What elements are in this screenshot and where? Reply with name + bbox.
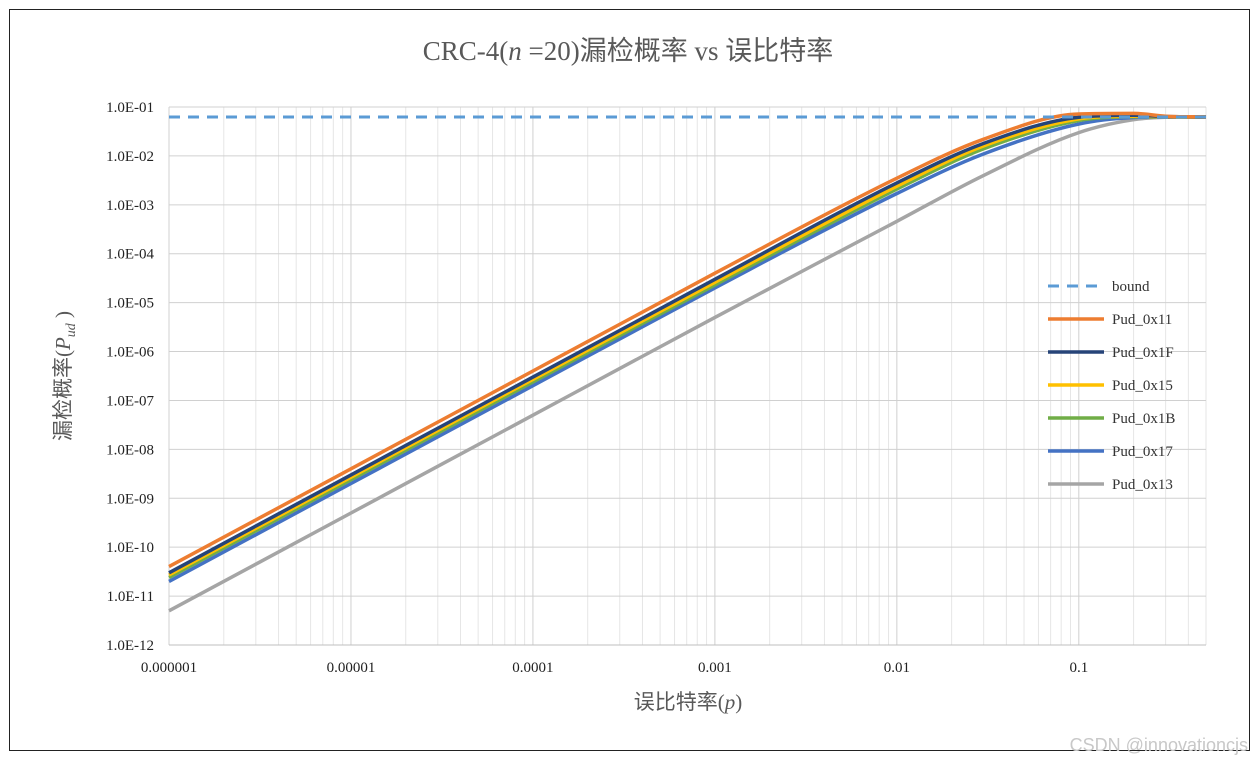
series-line-pud-0x1f	[168, 113, 1207, 575]
y-tick-label: 1.0E-04	[106, 247, 154, 263]
y-tick-label: 1.0E-08	[106, 442, 154, 458]
x-tick-label: 0.001	[698, 660, 732, 676]
y-tick-label: 1.0E-07	[106, 393, 154, 409]
legend-label: Pud_0x17	[1112, 444, 1173, 460]
y-tick-label: 1.0E-01	[106, 100, 154, 116]
x-tick-label: 0.000001	[141, 660, 197, 676]
legend-label: Pud_0x15	[1112, 378, 1173, 394]
legend-label: bound	[1112, 279, 1150, 295]
legend-label: Pud_0x13	[1112, 477, 1173, 493]
grid	[168, 106, 1207, 646]
y-tick-label: 1.0E-12	[106, 638, 154, 654]
y-tick-label: 1.0E-05	[106, 296, 154, 312]
series-layer	[168, 111, 1207, 613]
series-line-pud-0x11	[168, 111, 1207, 569]
x-tick-label: 0.1	[1069, 660, 1088, 676]
y-tick-label: 1.0E-10	[106, 540, 154, 556]
legend-label: Pud_0x1F	[1112, 345, 1174, 361]
y-tick-label: 1.0E-02	[106, 149, 154, 165]
y-axis-title: 漏检概率(Pud )	[51, 311, 79, 441]
x-tick-label: 0.00001	[327, 660, 376, 676]
x-axis-title: 误比特率(p)	[634, 690, 743, 714]
x-tick-labels: 0.000001 0.00001 0.0001 0.001 0.01 0.1	[141, 660, 1088, 676]
x-tick-label: 0.0001	[512, 660, 553, 676]
x-tick-label: 0.01	[884, 660, 910, 676]
chart-title: CRC-4(n =20)漏检概率 vs 误比特率	[423, 36, 834, 66]
watermark: CSDN @innovationcjs	[1069, 735, 1248, 755]
legend-label: Pud_0x1B	[1112, 411, 1175, 427]
series-line-pud-0x13	[168, 115, 1207, 613]
y-tick-label: 1.0E-03	[106, 198, 154, 214]
legend: bound Pud_0x11 Pud_0x1F Pud_0x15 Pud_0x1B Pud…	[1048, 279, 1175, 493]
y-tick-label: 1.0E-11	[107, 589, 154, 605]
y-tick-labels: 1.0E-12 1.0E-11 1.0E-10 1.0E-09 1.0E-08 1.0E-…	[106, 100, 154, 654]
y-tick-label: 1.0E-09	[106, 491, 154, 507]
y-tick-label: 1.0E-06	[106, 345, 154, 361]
legend-label: Pud_0x11	[1112, 312, 1172, 328]
